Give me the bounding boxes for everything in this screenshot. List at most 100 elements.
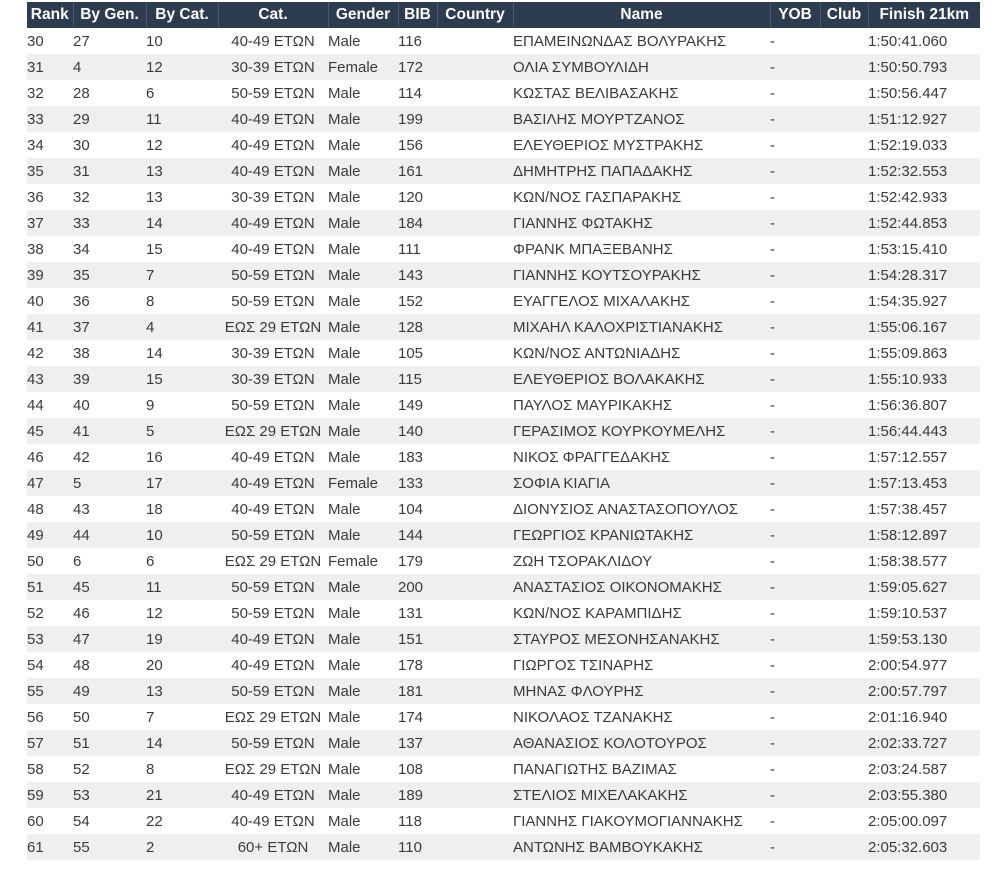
column-header-by-gen: By Gen. (72, 2, 146, 28)
cell-name: ΓΙΑΝΝΗΣ ΦΩΤΑΚΗΣ (513, 214, 653, 232)
cell-bib: 179 (398, 552, 424, 570)
table-row: 36 32 13 30-39 ΕΤΩΝ Male 120 ΚΩΝ/ΝΟΣ ΓΑΣΠΑΡΑΚΗ… (27, 184, 980, 210)
cell-club (820, 782, 868, 808)
cell-by-cat: 15 (146, 370, 163, 388)
cell-name: ΑΝΑΣΤΑΣΙΟΣ ΟΙΚΟΝΟΜΑΚΗΣ (513, 578, 722, 596)
cell-cat: 40-49 ΕΤΩΝ (231, 630, 315, 648)
cell-by-gen: 49 (73, 682, 90, 700)
table-row: 38 34 15 40-49 ΕΤΩΝ Male 111 ΦΡΑΝΚ ΜΠΑΞΕΒΑΝΗΣ -… (27, 236, 980, 262)
cell-by-cat: 12 (146, 136, 163, 154)
cell-cat: 30-39 ΕΤΩΝ (231, 188, 315, 206)
cell-finish-21km: 1:56:36.807 (868, 396, 948, 414)
cell-yob: - (770, 240, 775, 258)
cell-country (437, 652, 513, 678)
cell-club (820, 340, 868, 366)
cell-finish-21km: 1:50:56.447 (868, 84, 948, 102)
cell-gender: Male (328, 136, 361, 154)
cell-by-gen: 42 (73, 448, 90, 466)
cell-gender: Male (328, 162, 361, 180)
cell-gender: Male (328, 500, 361, 518)
cell-club (820, 28, 868, 54)
cell-name: ΚΩΝ/ΝΟΣ ΓΑΣΠΑΡΑΚΗΣ (513, 188, 682, 206)
cell-cat: 40-49 ΕΤΩΝ (231, 656, 315, 674)
cell-bib: 178 (398, 656, 424, 674)
cell-by-cat: 13 (146, 188, 163, 206)
cell-yob: - (770, 58, 775, 76)
cell-name: ΣΤΑΥΡΟΣ ΜΕΣΟΝΗΣΑΝΑΚΗΣ (513, 630, 720, 648)
table-row: 49 44 10 50-59 ΕΤΩΝ Male 144 ΓΕΩΡΓΙΟΣ ΚΡΑΝΙΩΤΑ… (27, 522, 980, 548)
cell-country (437, 834, 513, 860)
cell-country (437, 522, 513, 548)
cell-bib: 161 (398, 162, 424, 180)
cell-rank: 31 (27, 58, 44, 76)
cell-club (820, 80, 868, 106)
cell-gender: Male (328, 760, 361, 778)
cell-yob: - (770, 578, 775, 596)
cell-gender: Male (328, 734, 361, 752)
table-row: 56 50 7 ΕΩΣ 29 ΕΤΩΝ Male 174 ΝΙΚΟΛΑΟΣ ΤΖΑΝΑΚΗΣ… (27, 704, 980, 730)
cell-by-gen: 45 (73, 578, 90, 596)
cell-rank: 51 (27, 578, 44, 596)
cell-name: ΕΛΕΥΘΕΡΙΟΣ ΜΥΣΤΡΑΚΗΣ (513, 136, 704, 154)
cell-club (820, 314, 868, 340)
cell-cat: 40-49 ΕΤΩΝ (231, 32, 315, 50)
cell-club (820, 262, 868, 288)
table-row: 47 5 17 40-49 ΕΤΩΝ Female 133 ΣΟΦΙΑ ΚΙΑΓΙΑ - 1:5… (27, 470, 980, 496)
cell-name: ΓΕΡΑΣΙΜΟΣ ΚΟΥΡΚΟΥΜΕΛΗΣ (513, 422, 726, 440)
cell-club (820, 522, 868, 548)
table-row: 55 49 13 50-59 ΕΤΩΝ Male 181 ΜΗΝΑΣ ΦΛΟΥΡΗΣ - 2:0… (27, 678, 980, 704)
cell-yob: - (770, 656, 775, 674)
cell-club (820, 158, 868, 184)
cell-finish-21km: 2:02:33.727 (868, 734, 948, 752)
cell-country (437, 288, 513, 314)
cell-rank: 50 (27, 552, 44, 570)
cell-cat: 60+ ΕΤΩΝ (237, 838, 309, 856)
cell-by-cat: 20 (146, 656, 163, 674)
cell-cat: 50-59 ΕΤΩΝ (231, 604, 315, 622)
cell-cat: 40-49 ΕΤΩΝ (231, 136, 315, 154)
cell-by-cat: 11 (146, 110, 162, 128)
cell-gender: Male (328, 318, 361, 336)
cell-finish-21km: 1:51:12.927 (868, 110, 948, 128)
cell-by-gen: 30 (73, 136, 90, 154)
cell-bib: 144 (398, 526, 424, 544)
cell-gender: Male (328, 578, 361, 596)
cell-name: ΓΙΩΡΓΟΣ ΤΣΙΝΑΡΗΣ (513, 656, 654, 674)
cell-finish-21km: 2:05:00.097 (868, 812, 948, 830)
cell-by-cat: 15 (146, 240, 163, 258)
cell-finish-21km: 1:55:06.167 (868, 318, 948, 336)
cell-country (437, 366, 513, 392)
table-row: 58 52 8 ΕΩΣ 29 ΕΤΩΝ Male 108 ΠΑΝΑΓΙΩΤΗΣ ΒΑΖΙΜΑ… (27, 756, 980, 782)
cell-rank: 47 (27, 474, 44, 492)
cell-name: ΓΙΑΝΝΗΣ ΓΙΑΚΟΥΜΟΓΙΑΝΝΑΚΗΣ (513, 812, 743, 830)
cell-rank: 33 (27, 110, 44, 128)
cell-gender: Male (328, 630, 361, 648)
cell-finish-21km: 1:59:53.130 (868, 630, 948, 648)
table-row: 51 45 11 50-59 ΕΤΩΝ Male 200 ΑΝΑΣΤΑΣΙΟΣ ΟΙΚΟΝΟ… (27, 574, 980, 600)
cell-finish-21km: 1:50:41.060 (868, 32, 948, 50)
cell-country (437, 132, 513, 158)
cell-bib: 156 (398, 136, 424, 154)
cell-by-gen: 28 (73, 84, 90, 102)
cell-name: ΕΠΑΜΕΙΝΩΝΔΑΣ ΒΟΛΥΡΑΚΗΣ (513, 32, 727, 50)
cell-cat: ΕΩΣ 29 ΕΤΩΝ (224, 552, 322, 570)
table-row: 46 42 16 40-49 ΕΤΩΝ Male 183 ΝΙΚΟΣ ΦΡΑΓΓΕΔΑΚΗΣ… (27, 444, 980, 470)
cell-by-gen: 35 (73, 266, 90, 284)
cell-finish-21km: 1:58:12.897 (868, 526, 948, 544)
cell-yob: - (770, 734, 775, 752)
cell-by-gen: 39 (73, 370, 90, 388)
cell-gender: Male (328, 604, 361, 622)
cell-country (437, 28, 513, 54)
table-row: 53 47 19 40-49 ΕΤΩΝ Male 151 ΣΤΑΥΡΟΣ ΜΕΣΟΝΗΣΑΝ… (27, 626, 980, 652)
cell-bib: 189 (398, 786, 424, 804)
cell-club (820, 626, 868, 652)
cell-club (820, 366, 868, 392)
cell-yob: - (770, 500, 775, 518)
cell-by-gen: 53 (73, 786, 90, 804)
cell-gender: Male (328, 708, 361, 726)
cell-by-cat: 7 (146, 266, 155, 284)
cell-by-gen: 43 (73, 500, 90, 518)
cell-cat: 40-49 ΕΤΩΝ (231, 812, 315, 830)
cell-country (437, 418, 513, 444)
cell-bib: 199 (398, 110, 424, 128)
